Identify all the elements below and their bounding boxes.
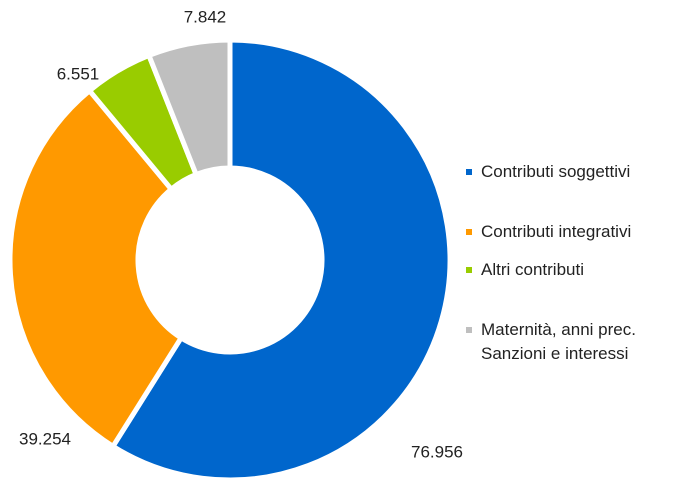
legend-label: Maternità, anni prec. Sanzioni e interes… (481, 320, 636, 363)
legend-swatch (466, 229, 472, 235)
legend-swatch (466, 267, 472, 273)
legend-swatch (466, 169, 472, 175)
slice (145, 37, 233, 178)
legend-swatch (466, 327, 472, 333)
legend-item: Contributi integrativi (466, 220, 631, 244)
slice (109, 37, 453, 483)
legend-item: Altri contributi (466, 258, 584, 282)
data-label: 76.956 (411, 442, 463, 461)
data-label: 39.254 (19, 429, 71, 448)
data-label: 6.551 (57, 64, 100, 83)
legend-item: Maternità, anni prec. Sanzioni e interes… (466, 318, 636, 366)
legend-item: Contributi soggettivi (466, 160, 630, 184)
slice (7, 87, 185, 450)
legend-label: Altri contributi (481, 260, 584, 279)
legend-label: Contributi integrativi (481, 222, 632, 241)
data-label: 7.842 (184, 7, 227, 26)
legend-label: Contributi soggettivi (481, 162, 631, 181)
